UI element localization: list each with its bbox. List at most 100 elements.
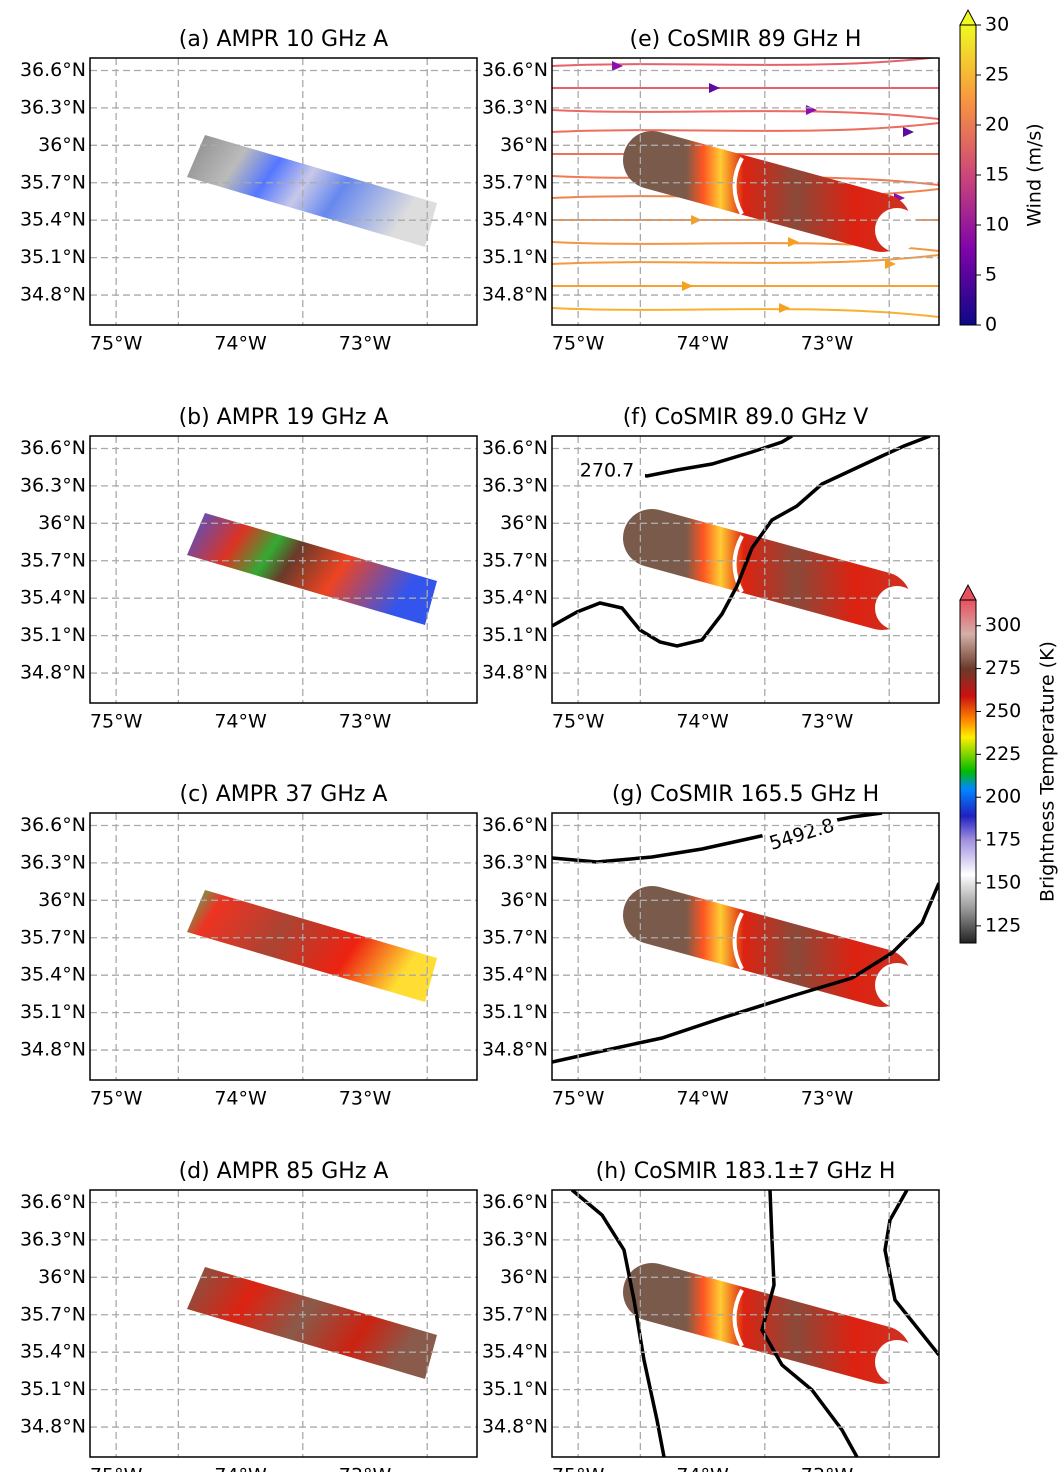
y-tick-label: 36°N [500,1266,548,1288]
colorbar-extend [960,10,976,25]
x-tick-label: 75°W [90,333,143,355]
colorbar-tick-label: 300 [985,614,1021,636]
y-tick-label: 35.1°N [482,1001,548,1023]
cosmir-swath [652,1292,882,1355]
y-tick-label: 35.7°N [20,1303,86,1325]
y-tick-label: 35.1°N [20,246,86,268]
y-tick-label: 34.8°N [482,284,548,306]
y-tick-label: 35.4°N [482,964,548,986]
figure: (a) AMPR 10 GHz A36.6°N36.3°N36°N35.7°N3… [0,0,1063,1472]
streamline-arrow [709,83,720,93]
y-tick-label: 36.6°N [482,814,548,836]
y-tick-label: 35.1°N [20,1378,86,1400]
colorbar-tick-label: 10 [985,214,1009,236]
swath-notch [875,1340,919,1384]
x-tick-label: 73°W [339,1088,392,1110]
panel-title: (h) CoSMIR 183.1±7 GHz H [596,1159,896,1184]
y-tick-label: 36.6°N [482,1191,548,1213]
panel-title: (g) CoSMIR 165.5 GHz H [612,782,879,807]
colorbar-tick-label: 5 [985,264,997,286]
streamline-arrow [903,127,914,137]
map-area [187,1267,437,1379]
x-tick-label: 75°W [90,1088,143,1110]
y-tick-label: 35.1°N [482,1378,548,1400]
colorbar: 125150175200225250275300Brightness Tempe… [960,585,1059,943]
y-tick-label: 35.7°N [482,549,548,571]
panel-title: (c) AMPR 37 GHz A [179,782,387,807]
x-tick-label: 75°W [552,1465,605,1472]
cosmir-swath [652,538,882,601]
x-tick-label: 74°W [214,1465,267,1472]
y-tick-label: 36.3°N [20,474,86,496]
y-tick-label: 36.3°N [482,851,548,873]
map-area [187,890,437,1002]
y-tick-label: 35.4°N [20,1341,86,1363]
y-tick-label: 36°N [500,512,548,534]
y-tick-label: 35.1°N [482,246,548,268]
y-tick-label: 36.6°N [20,59,86,81]
page: {"map": {"xlim": [-75.21, -72.1], "ylim"… [0,0,1063,1472]
streamline-arrow [885,259,896,269]
y-tick-label: 35.4°N [20,964,86,986]
map-panel: (a) AMPR 10 GHz A36.6°N36.3°N36°N35.7°N3… [20,27,477,355]
y-tick-label: 35.1°N [20,1001,86,1023]
colorbar-label: Brightness Temperature (K) [1037,641,1059,902]
y-tick-label: 34.8°N [20,1039,86,1061]
y-tick-label: 35.4°N [482,1341,548,1363]
x-tick-label: 74°W [676,333,729,355]
map-panel: (d) AMPR 85 GHz A36.6°N36.3°N36°N35.7°N3… [20,1159,477,1472]
y-tick-label: 36°N [38,134,86,156]
streamline-arrow [612,61,623,71]
x-tick-label: 74°W [214,711,267,733]
map-panel: (b) AMPR 19 GHz A36.6°N36.3°N36°N35.7°N3… [20,405,477,733]
streamline [552,255,939,264]
colorbar-tick-label: 200 [985,786,1021,808]
x-tick-label: 74°W [676,711,729,733]
y-tick-label: 35.4°N [20,209,86,231]
streamline-arrow [806,105,817,115]
colorbar-tick-label: 175 [985,829,1021,851]
colorbar-tick-label: 15 [985,164,1009,186]
streamline [552,123,939,132]
map-panel: (e) CoSMIR 89 GHz H36.6°N36.3°N36°N35.7°… [482,27,939,355]
colorbar-tick-label: 250 [985,700,1021,722]
streamline [552,308,939,317]
y-tick-label: 36°N [500,134,548,156]
colorbar-tick-label: 275 [985,657,1021,679]
y-tick-label: 36.3°N [482,474,548,496]
y-tick-label: 35.1°N [482,624,548,646]
x-tick-label: 75°W [90,1465,143,1472]
colorbar-label: Wind (m/s) [1024,123,1046,226]
y-tick-label: 35.7°N [20,549,86,571]
x-tick-label: 75°W [552,1088,605,1110]
ampr-swath [187,890,437,1002]
streamline-arrow [779,303,790,313]
x-tick-label: 74°W [214,333,267,355]
y-tick-label: 35.1°N [20,624,86,646]
contour-line [572,1190,664,1457]
colorbar-scale [960,25,976,325]
x-tick-label: 73°W [801,1088,854,1110]
y-tick-label: 35.7°N [20,926,86,948]
colorbar-tick-label: 30 [985,14,1009,36]
x-tick-label: 73°W [339,333,392,355]
colorbar-tick-label: 225 [985,743,1021,765]
contour-label: 270.7 [580,460,634,482]
streamline-arrow [788,237,799,247]
panel-title: (e) CoSMIR 89 GHz H [630,27,862,52]
y-tick-label: 36.3°N [20,1228,86,1250]
map-panel: (c) AMPR 37 GHz A36.6°N36.3°N36°N35.7°N3… [20,782,477,1110]
y-tick-label: 34.8°N [482,1416,548,1438]
y-tick-label: 36.6°N [482,437,548,459]
y-tick-label: 35.4°N [482,587,548,609]
x-tick-label: 73°W [339,1465,392,1472]
contour-line [627,436,792,476]
x-tick-label: 73°W [339,711,392,733]
y-tick-label: 36.6°N [20,814,86,836]
y-tick-label: 35.4°N [20,587,86,609]
ampr-swath [187,135,437,247]
x-tick-label: 75°W [552,333,605,355]
map-area [187,513,437,625]
x-tick-label: 75°W [90,711,143,733]
